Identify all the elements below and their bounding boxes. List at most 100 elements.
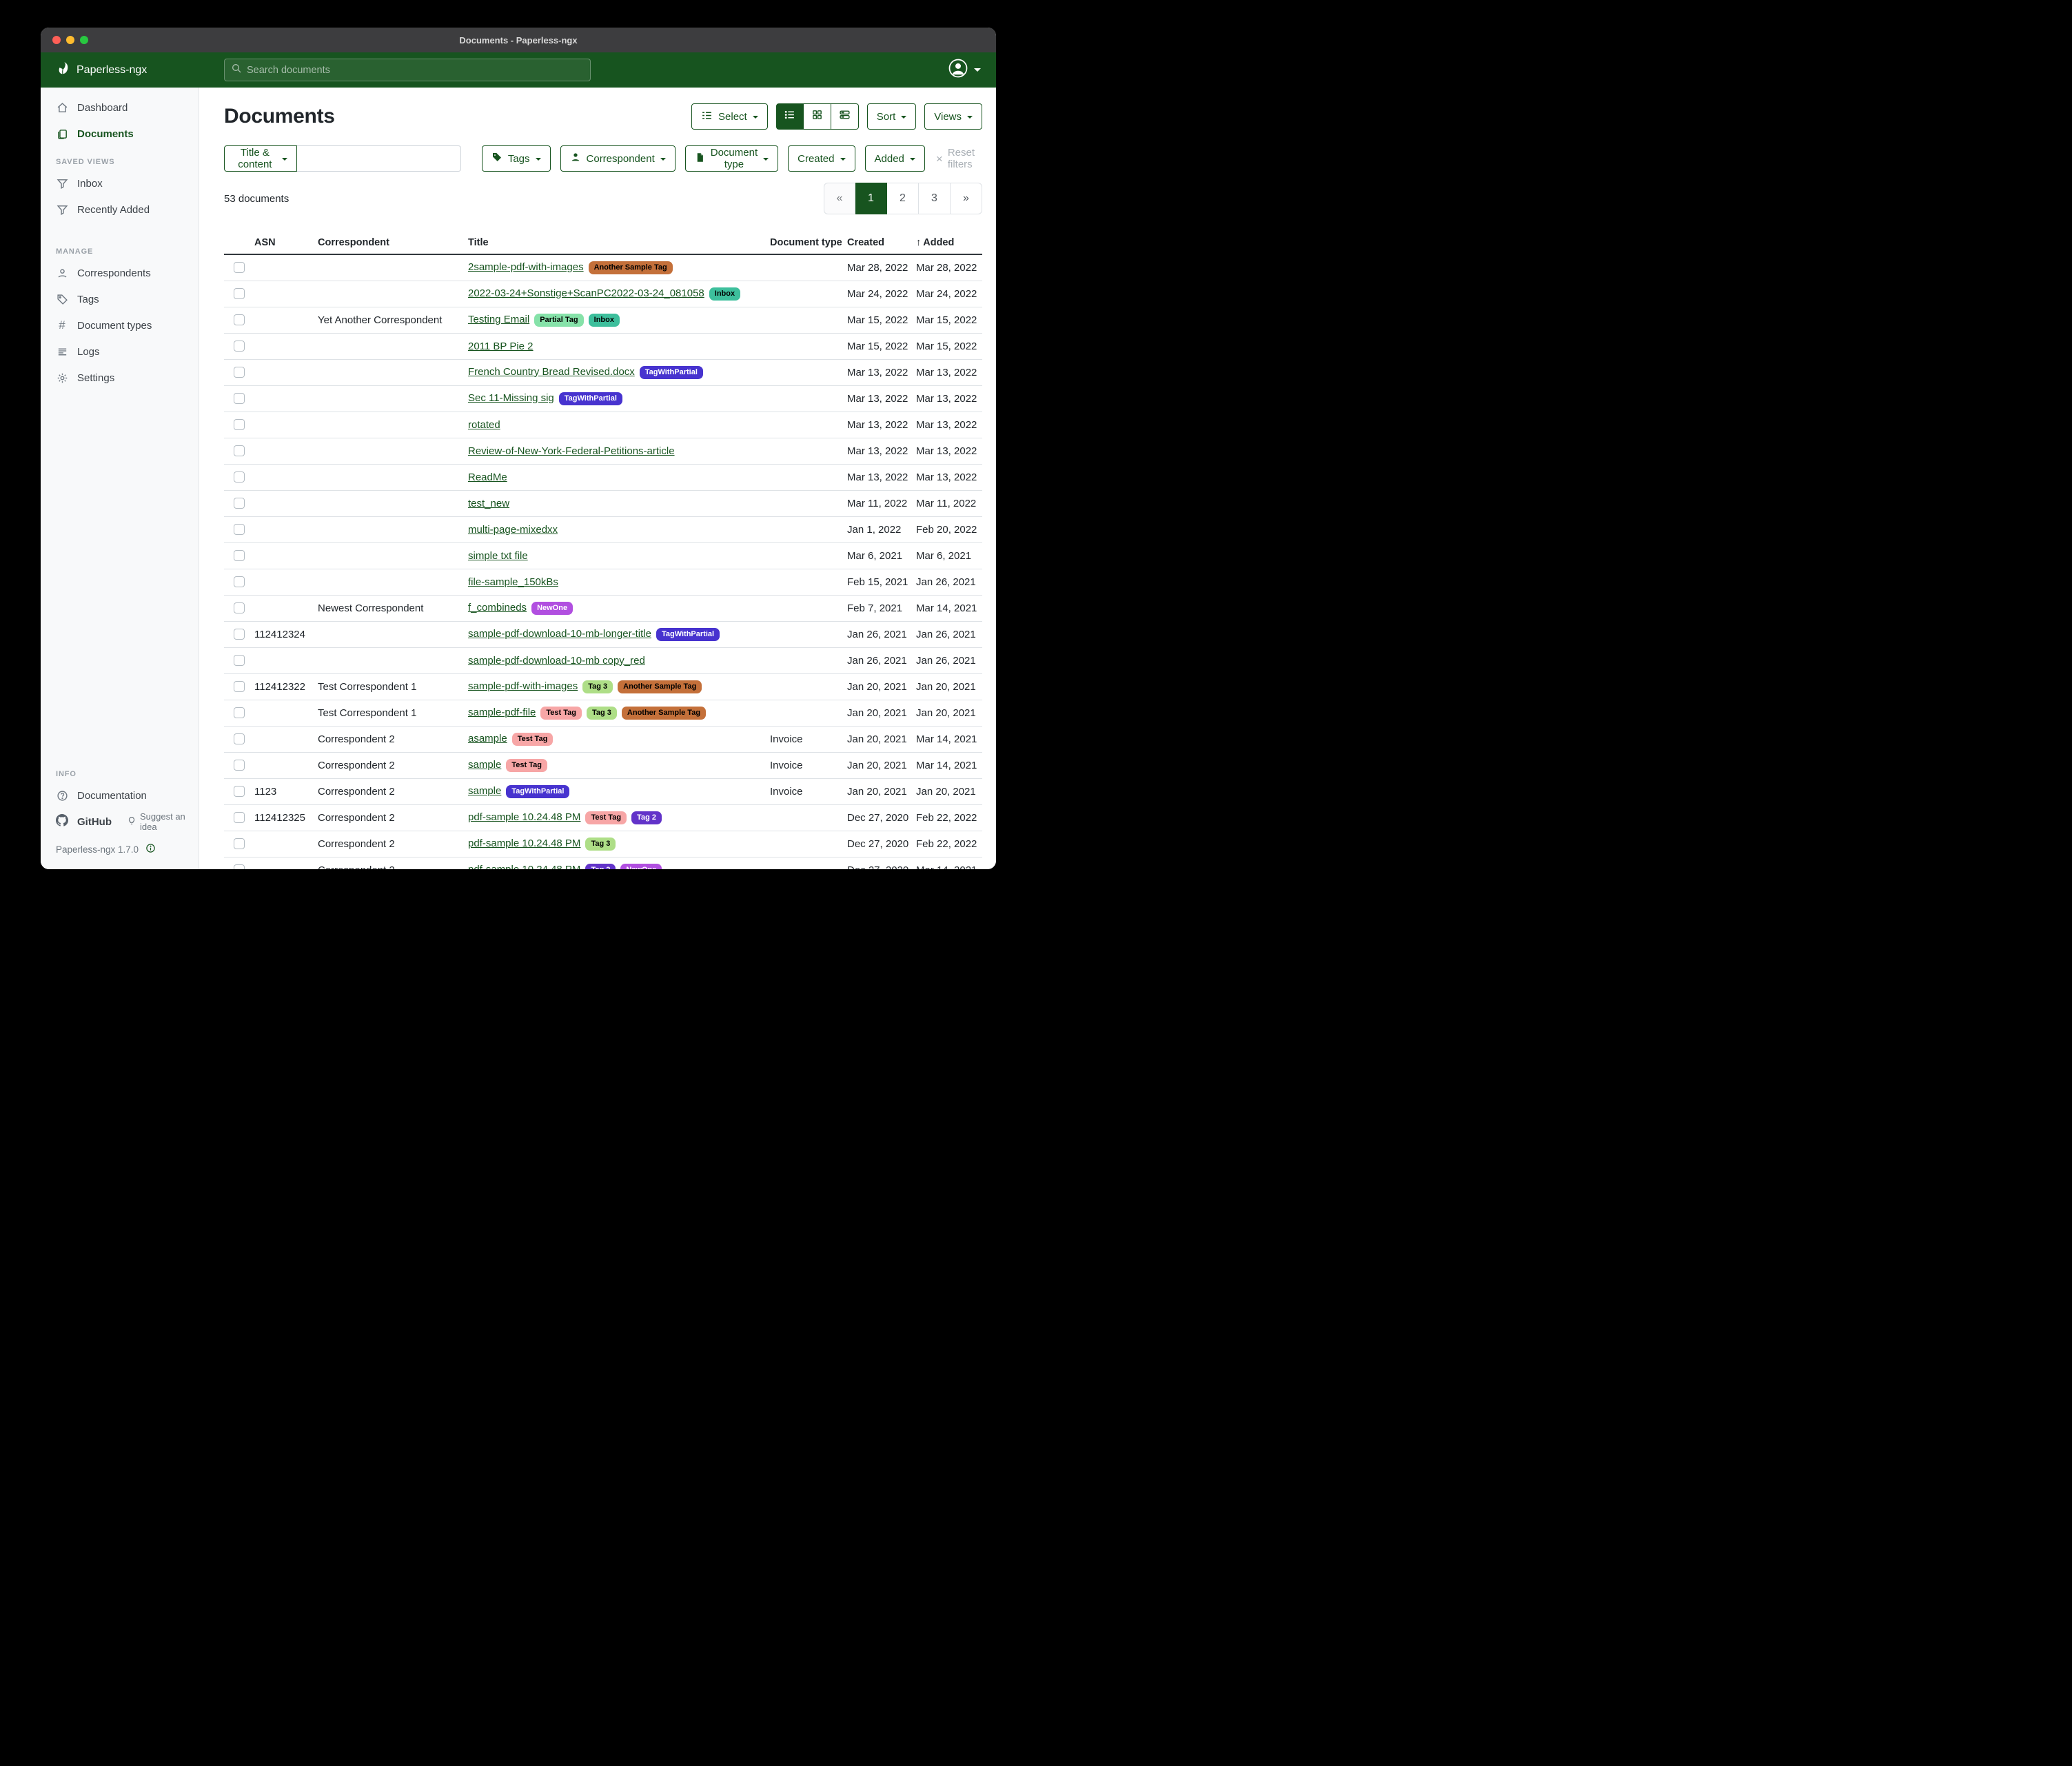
document-link[interactable]: ReadMe [468,471,507,483]
list-view-button[interactable] [775,103,804,130]
document-link[interactable]: Review-of-New-York-Federal-Petitions-art… [468,445,675,457]
pagination-prev-button[interactable]: « [824,183,855,214]
document-link[interactable]: pdf-sample 10.24.48 PM [468,811,581,823]
row-checkbox[interactable] [234,550,245,561]
document-link[interactable]: Testing Email [468,313,530,325]
document-link[interactable]: f_combineds [468,601,527,613]
pagination-next-button[interactable]: » [951,183,982,214]
document-link[interactable]: Sec 11-Missing sig [468,392,554,404]
row-checkbox[interactable] [234,314,245,325]
filter-created-button[interactable]: Created [788,145,855,172]
row-checkbox[interactable] [234,838,245,849]
filter-document-type-button[interactable]: Document type [684,145,779,172]
info-circle-icon[interactable] [145,843,156,855]
row-checkbox[interactable] [234,288,245,299]
tag-badge[interactable]: Inbox [709,287,741,301]
row-checkbox[interactable] [234,367,245,378]
document-link[interactable]: 2sample-pdf-with-images [468,261,584,273]
column-header-document-type[interactable]: Document type [764,233,842,255]
document-link[interactable]: file-sample_150kBs [468,576,558,588]
tag-badge[interactable]: Test Tag [585,811,627,824]
row-checkbox[interactable] [234,786,245,797]
row-checkbox[interactable] [234,524,245,535]
sidebar-item-recently-added[interactable]: Recently Added [41,196,199,223]
sidebar-item-documentation[interactable]: Documentation [41,782,199,809]
sidebar-item-dashboard[interactable]: Dashboard [41,94,199,121]
global-search[interactable] [224,59,591,81]
row-checkbox[interactable] [234,629,245,640]
tag-badge[interactable]: Test Tag [540,706,582,720]
tag-badge[interactable]: Another Sample Tag [588,261,673,274]
tag-badge[interactable]: TagWithPartial [506,784,570,798]
select-button[interactable]: Select [691,103,768,130]
row-checkbox[interactable] [234,419,245,430]
sidebar-item-tags[interactable]: Tags [41,286,199,312]
document-link[interactable]: test_new [468,497,510,509]
column-header-created[interactable]: Created [842,233,911,255]
tag-badge[interactable]: NewOne [620,863,662,869]
row-checkbox[interactable] [234,393,245,404]
sidebar-item-settings[interactable]: Settings [41,365,199,391]
tag-badge[interactable]: Another Sample Tag [618,680,702,693]
document-link[interactable]: sample-pdf-download-10-mb copy_red [468,654,645,667]
tag-badge[interactable]: Tag 3 [582,680,613,693]
pagination-page-button[interactable]: 1 [855,183,887,214]
pagination-page-button[interactable]: 3 [919,183,951,214]
column-header-correspondent[interactable]: Correspondent [312,233,463,255]
document-link[interactable]: asample [468,732,507,744]
row-checkbox[interactable] [234,262,245,274]
sort-button[interactable]: Sort [866,103,917,130]
tag-badge[interactable]: TagWithPartial [656,627,720,641]
tag-badge[interactable]: Test Tag [511,732,553,746]
suggest-idea-link[interactable]: Suggest an idea [127,811,199,832]
user-menu[interactable] [948,58,996,82]
document-link[interactable]: rotated [468,418,500,431]
document-link[interactable]: French Country Bread Revised.docx [468,365,635,378]
close-window-button[interactable] [52,36,61,44]
filter-added-button[interactable]: Added [864,145,925,172]
tag-badge[interactable]: TagWithPartial [639,365,703,379]
column-header-added[interactable]: ↑ Added [911,233,982,255]
column-header-asn[interactable]: ASN [249,233,312,255]
sidebar-item-document-types[interactable]: # Document types [41,312,199,338]
document-link[interactable]: 2011 BP Pie 2 [468,340,534,352]
document-link[interactable]: sample-pdf-file [468,706,536,718]
pagination-page-button[interactable]: 2 [887,183,919,214]
views-button[interactable]: Views [924,103,982,130]
filter-text-input[interactable] [296,145,461,172]
tag-badge[interactable]: NewOne [531,601,573,615]
row-checkbox[interactable] [234,760,245,771]
column-header-title[interactable]: Title [463,233,764,255]
tag-badge[interactable]: Tag 2 [585,863,616,869]
sidebar-item-logs[interactable]: Logs [41,338,199,365]
document-link[interactable]: sample [468,758,502,771]
row-checkbox[interactable] [234,602,245,613]
tag-badge[interactable]: Test Tag [506,758,547,772]
document-link[interactable]: sample-pdf-download-10-mb-longer-title [468,627,651,640]
row-checkbox[interactable] [234,707,245,718]
document-link[interactable]: 2022-03-24+Sonstige+ScanPC2022-03-24_081… [468,287,704,299]
grid-view-button[interactable] [803,103,831,130]
tag-badge[interactable]: TagWithPartial [558,392,622,405]
sidebar-item-github[interactable]: GitHub [56,814,112,829]
document-link[interactable]: sample [468,784,502,797]
document-link[interactable]: multi-page-mixedxx [468,523,558,536]
zoom-window-button[interactable] [80,36,88,44]
tag-badge[interactable]: Inbox [588,313,620,327]
row-checkbox[interactable] [234,498,245,509]
detail-view-button[interactable] [831,103,859,130]
row-checkbox[interactable] [234,655,245,666]
brand[interactable]: Paperless-ngx [41,61,199,79]
tag-badge[interactable]: Another Sample Tag [621,706,707,720]
row-checkbox[interactable] [234,864,245,869]
tag-badge[interactable]: Tag 3 [585,837,616,851]
row-checkbox[interactable] [234,733,245,744]
filter-correspondent-button[interactable]: Correspondent [560,145,676,172]
row-checkbox[interactable] [234,576,245,587]
document-link[interactable]: pdf-sample 10.24.48 PM [468,837,581,849]
row-checkbox[interactable] [234,445,245,456]
filter-field-button[interactable]: Title & content [224,145,297,172]
tag-badge[interactable]: Tag 3 [586,706,617,720]
document-link[interactable]: simple txt file [468,549,528,562]
document-link[interactable]: pdf-sample 10.24.48 PM [468,864,580,869]
